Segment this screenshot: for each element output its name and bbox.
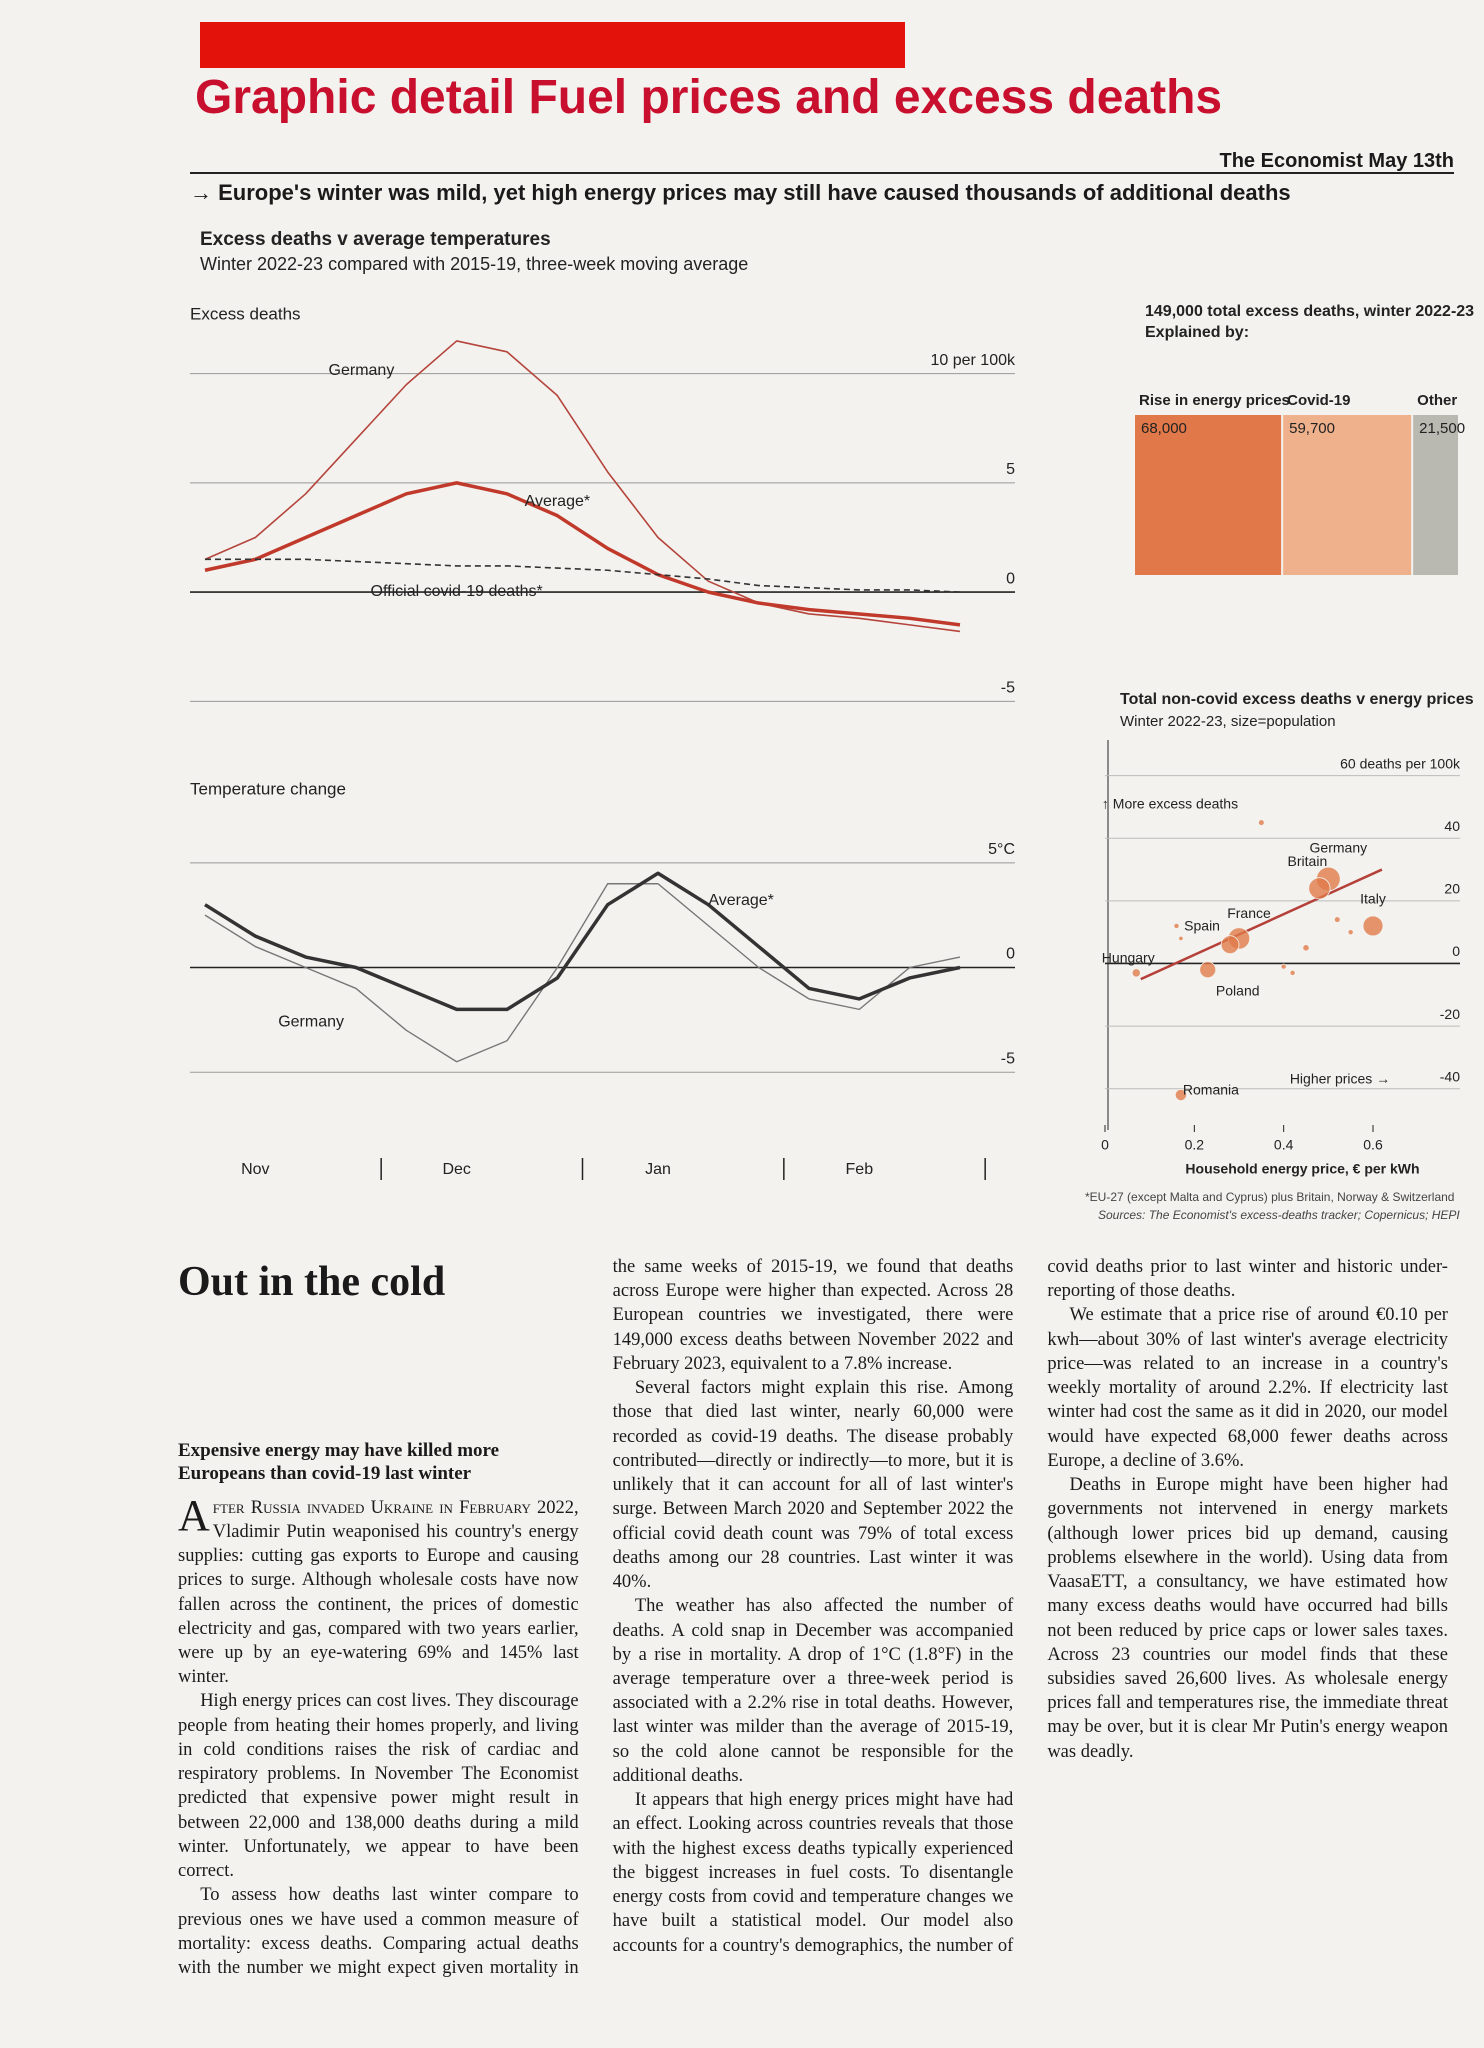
y-tick-label: 40 (1444, 818, 1460, 834)
point (1362, 915, 1384, 937)
treemap-cell (1283, 415, 1412, 575)
series-line (205, 558, 961, 593)
sources: Sources: The Economist's excess-deaths t… (1098, 1208, 1460, 1222)
series-line (204, 481, 961, 627)
point-label: Spain (1184, 917, 1220, 933)
y-tick-label: 60 deaths per 100k (1340, 755, 1461, 771)
point (1308, 877, 1331, 900)
paragraph: After Russia invaded Ukraine in February… (178, 1490, 579, 1688)
title: Graphic detail Fuel prices and excess de… (195, 70, 1222, 125)
paragraph: To assess how deaths last winter compare… (178, 1257, 1014, 1979)
point (1199, 961, 1217, 979)
y-tick-label: 20 (1444, 881, 1460, 897)
cell-value: 68,000 (1141, 420, 1187, 437)
x-axis-label: Household energy price, € per kWh (1185, 1161, 1419, 1177)
paragraph: We estimate that a price rise of around … (1047, 1305, 1448, 1471)
series-label: Average* (708, 892, 774, 909)
x-tick-label: Nov (241, 1161, 269, 1178)
point (1289, 969, 1296, 976)
rule (190, 172, 1454, 174)
chart-title: 149,000 total excess deaths, winter 2022… (1145, 303, 1474, 320)
y-tick-label: -20 (1440, 1006, 1460, 1022)
series-label: Official covid-19 deaths* (371, 583, 543, 600)
treemap-cell (1135, 415, 1282, 575)
point (1333, 916, 1341, 923)
point-label: France (1227, 905, 1271, 921)
cell-label: Covid-19 (1287, 392, 1350, 409)
article-headline: Out in the cold (178, 1259, 446, 1305)
point (1173, 922, 1180, 929)
x-tick-label: 0.2 (1185, 1137, 1205, 1153)
y-tick-label: -5 (1001, 680, 1015, 697)
series-label: Average* (525, 493, 591, 510)
x-tick-label: 0 (1101, 1137, 1109, 1153)
series-label: Germany (329, 362, 395, 379)
trendline (1140, 868, 1383, 981)
red-bar (200, 22, 905, 68)
paragraph: The weather has also affected the number… (612, 1596, 1014, 1786)
point (1302, 944, 1310, 952)
series-line (204, 883, 961, 1063)
chart-subtitle: Explained by: (1145, 324, 1249, 341)
series-line (204, 871, 961, 1012)
point-label: Poland (1216, 982, 1260, 998)
series-line (204, 340, 961, 633)
paragraph: Several factors might explain this rise.… (612, 1378, 1014, 1593)
x-tick-label: Jan (645, 1161, 671, 1178)
chart-title: Total non-covid excess deaths v energy p… (1120, 691, 1474, 708)
point (1174, 1088, 1187, 1102)
chart-subtitle: Winter 2022-23 compared with 2015-19, th… (200, 254, 748, 274)
x-tick-label: Feb (846, 1161, 874, 1178)
y-axis-label: Temperature change (190, 779, 346, 798)
point (1178, 935, 1184, 942)
footnote: *EU-27 (except Malta and Cyprus) plus Br… (1085, 1190, 1455, 1204)
annotation: Higher prices → (1290, 1071, 1390, 1087)
annotation: ↑ More excess deaths (1102, 796, 1238, 812)
y-tick-label: -40 (1440, 1068, 1460, 1084)
y-tick-label: -5 (1001, 1050, 1015, 1067)
chart-title: Excess deaths v average temperatures (200, 229, 551, 250)
cell-label: Rise in energy prices (1139, 392, 1290, 409)
y-tick-label: 0 (1006, 946, 1015, 963)
headline: Fuel prices and excess deaths (528, 71, 1223, 124)
y-tick-label: 0 (1452, 943, 1460, 959)
publication: The Economist May 13th (1219, 150, 1455, 172)
paragraph: It appears that high energy prices might… (612, 1257, 1448, 1956)
charts: Excess deaths v average temperatures Wint… (190, 229, 1474, 1180)
point-label: Germany (1310, 840, 1368, 856)
y-axis-label: Excess deaths (190, 304, 301, 323)
subhead: → Europe's winter was mild, yet high ene… (190, 180, 1291, 205)
chart-subtitle: Winter 2022-23, size=population (1120, 713, 1336, 730)
cell-value: 59,700 (1289, 420, 1335, 437)
x-tick-label: 0.6 (1363, 1137, 1383, 1153)
x-tick-label: Dec (442, 1161, 470, 1178)
y-tick-label: 10 per 100k (930, 352, 1016, 369)
point-label: Britain (1288, 853, 1328, 869)
cell-value: 21,500 (1419, 420, 1465, 437)
point (1220, 935, 1240, 955)
series-label: Germany (278, 1014, 344, 1031)
cell-label: Other (1417, 392, 1457, 409)
y-tick-label: 0 (1006, 570, 1015, 587)
point-label: Italy (1360, 891, 1386, 907)
y-tick-label: 5 (1006, 461, 1015, 478)
treemap-cell (1413, 415, 1458, 575)
x-tick-label: 0.4 (1274, 1137, 1294, 1153)
paragraph: High energy prices can cost lives. They … (178, 1691, 579, 1882)
point (1347, 929, 1354, 936)
point-label: Hungary (1102, 950, 1155, 966)
section: Graphic detail (195, 71, 516, 124)
point (1131, 968, 1141, 978)
standfirst: Expensive energy may have killed more Eu… (178, 1440, 500, 1484)
point-label: Romania (1183, 1082, 1239, 1098)
paragraph: Deaths in Europe might have been higher … (1047, 1475, 1448, 1762)
point (1258, 819, 1265, 826)
point (1280, 963, 1287, 970)
article: Out in the cold Expensive energy may hav… (178, 1255, 1448, 1995)
y-tick-label: 5°C (988, 841, 1015, 858)
